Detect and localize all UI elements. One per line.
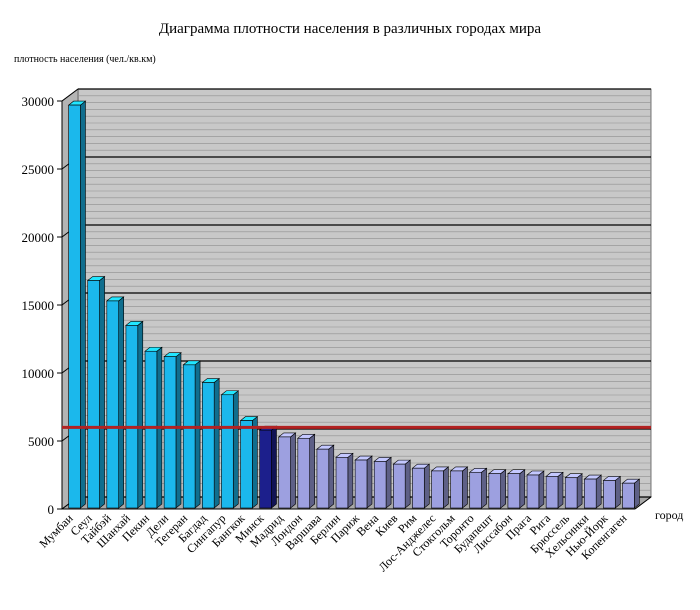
bar bbox=[87, 280, 100, 509]
bar-side bbox=[614, 475, 621, 509]
bar bbox=[488, 473, 501, 509]
bar-side bbox=[462, 466, 468, 509]
bar-side bbox=[404, 459, 411, 509]
bar-side bbox=[118, 296, 124, 509]
bar bbox=[545, 476, 559, 509]
y-tick-label: 30000 bbox=[22, 94, 55, 109]
bar bbox=[526, 474, 540, 509]
y-axis-label: плотность населения (чел./кв.км) bbox=[14, 54, 156, 65]
y-tick-label: 25000 bbox=[22, 162, 55, 177]
bar bbox=[412, 467, 425, 509]
bar bbox=[335, 457, 349, 509]
bar bbox=[202, 382, 215, 509]
x-axis-label: город bbox=[655, 508, 683, 522]
bar-side bbox=[309, 433, 315, 509]
bar bbox=[106, 300, 119, 509]
chart-title: Диаграмма плотности населения в различны… bbox=[159, 21, 542, 37]
bar bbox=[182, 364, 196, 509]
y-tick-label: 10000 bbox=[22, 366, 55, 381]
bar-side bbox=[271, 425, 277, 509]
bar-side bbox=[481, 467, 487, 509]
bar-side bbox=[347, 452, 354, 509]
bar-side bbox=[443, 466, 449, 509]
y-tick-label: 5000 bbox=[28, 434, 54, 449]
bar bbox=[316, 448, 330, 509]
plot-area: 050001000015000200002500030000МумбаиСеул… bbox=[22, 88, 653, 574]
bar bbox=[373, 461, 387, 509]
bar-side bbox=[538, 470, 545, 509]
bar-side bbox=[194, 360, 201, 509]
bar bbox=[603, 480, 616, 509]
bar bbox=[431, 470, 444, 509]
bar bbox=[622, 482, 635, 509]
bar-side bbox=[137, 320, 144, 509]
x-axis-depth-line bbox=[634, 496, 652, 510]
bar-side bbox=[576, 473, 583, 509]
bar-side bbox=[385, 456, 392, 509]
bar bbox=[507, 473, 521, 509]
bar bbox=[297, 437, 310, 509]
bar bbox=[469, 471, 482, 509]
bar-side bbox=[423, 463, 430, 509]
bar-side bbox=[500, 469, 506, 509]
bar bbox=[354, 459, 368, 509]
bar-side bbox=[213, 377, 220, 509]
bar bbox=[584, 478, 597, 509]
y-tick-label: 15000 bbox=[22, 298, 55, 313]
bar-side bbox=[290, 432, 296, 509]
bar-side bbox=[328, 444, 335, 509]
bar bbox=[144, 350, 158, 509]
bar-side bbox=[175, 352, 182, 509]
bar-side bbox=[634, 478, 640, 509]
bar bbox=[163, 356, 177, 509]
major-gridline-depth bbox=[61, 88, 79, 102]
y-tick-label: 0 bbox=[48, 502, 55, 517]
bar-side bbox=[80, 100, 86, 509]
bar-side bbox=[232, 390, 239, 509]
bar-side bbox=[557, 471, 564, 509]
bar bbox=[125, 325, 139, 509]
bar-side bbox=[519, 469, 526, 509]
bar bbox=[278, 436, 291, 509]
y-tick-label: 20000 bbox=[22, 230, 55, 245]
bar bbox=[259, 429, 272, 509]
bar-side bbox=[252, 415, 258, 509]
bar bbox=[68, 104, 81, 509]
bar bbox=[450, 470, 463, 509]
bar bbox=[221, 394, 234, 509]
bar bbox=[564, 477, 578, 509]
bar bbox=[240, 420, 253, 509]
bar-side bbox=[595, 474, 602, 509]
bar bbox=[393, 463, 406, 509]
bar-side bbox=[366, 455, 373, 509]
bar-side bbox=[99, 275, 105, 509]
